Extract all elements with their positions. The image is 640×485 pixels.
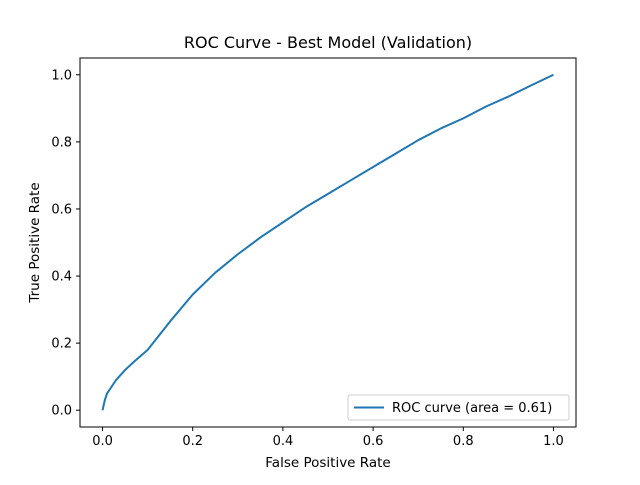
x-tick-label: 0.4 bbox=[273, 434, 294, 449]
legend-label: ROC curve (area = 0.61) bbox=[392, 401, 552, 416]
y-tick-label: 0.8 bbox=[51, 135, 72, 150]
y-tick-label: 1.0 bbox=[51, 68, 72, 83]
roc-curve-line bbox=[101, 73, 554, 411]
plot-frame bbox=[79, 57, 577, 428]
y-tick-label: 0.0 bbox=[51, 404, 72, 419]
chart-title: ROC Curve - Best Model (Validation) bbox=[184, 33, 472, 52]
legend-box bbox=[347, 394, 570, 421]
y-tick-label: 0.4 bbox=[51, 270, 72, 285]
x-tick-label: 1.0 bbox=[543, 434, 564, 449]
y-axis-label: True Positive Rate bbox=[27, 182, 43, 303]
x-tick-label: 0.6 bbox=[363, 434, 384, 449]
x-axis-label: False Positive Rate bbox=[265, 455, 390, 471]
y-tick-label: 0.2 bbox=[51, 337, 72, 352]
series-lines bbox=[101, 73, 554, 411]
x-tick-label: 0.0 bbox=[92, 434, 113, 449]
y-tick-label: 0.6 bbox=[51, 202, 72, 217]
x-tick-label: 0.2 bbox=[182, 434, 203, 449]
x-tick-label: 0.8 bbox=[453, 434, 474, 449]
x-axis-ticks: 0.0 0.2 0.4 0.6 0.8 1.0 bbox=[92, 427, 564, 449]
legend: ROC curve (area = 0.61) bbox=[347, 394, 570, 421]
y-axis-ticks: 0.0 0.2 0.4 0.6 0.8 1.0 bbox=[51, 68, 80, 419]
